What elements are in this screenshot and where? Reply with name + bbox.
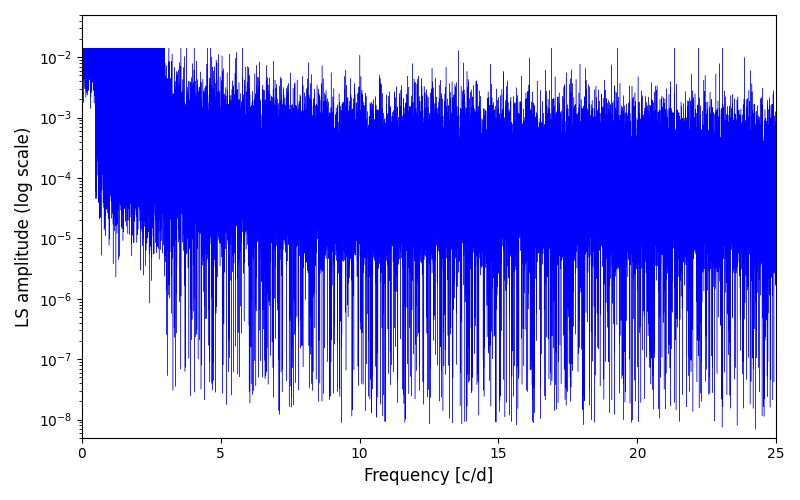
Y-axis label: LS amplitude (log scale): LS amplitude (log scale) <box>15 126 33 326</box>
X-axis label: Frequency [c/d]: Frequency [c/d] <box>364 467 494 485</box>
